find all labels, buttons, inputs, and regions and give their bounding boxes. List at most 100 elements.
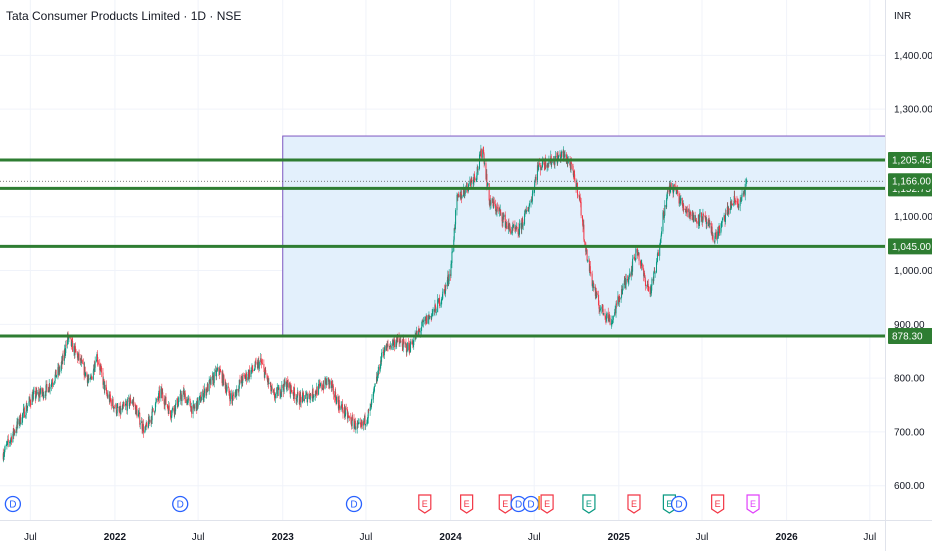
candle-body bbox=[163, 398, 165, 405]
time-axis[interactable]: Jul 2022 Jul 2023 Jul 2024 Jul 2025 Jul 2026 Jul bbox=[0, 520, 885, 551]
candle-body bbox=[251, 365, 253, 371]
candle-body bbox=[524, 213, 526, 225]
candle-body bbox=[644, 273, 646, 276]
price-axis[interactable]: 1,400.00 1,300.00 1,100.00 1,000.00 900.00 80… bbox=[885, 0, 932, 520]
candle-body bbox=[580, 202, 582, 216]
candle-body bbox=[648, 287, 650, 289]
candle-body bbox=[714, 236, 716, 243]
last-price-badge-text: 1,166.00 bbox=[892, 177, 931, 188]
candle-body bbox=[180, 393, 182, 399]
candle-body bbox=[444, 285, 446, 294]
dividend-marker[interactable]: D bbox=[345, 495, 363, 513]
currency-label[interactable]: INR bbox=[894, 11, 912, 22]
candle-body bbox=[561, 151, 563, 153]
candle-body bbox=[255, 361, 257, 363]
earnings-marker[interactable]: E bbox=[746, 494, 760, 514]
candle-body bbox=[643, 268, 645, 277]
candle-body bbox=[593, 286, 595, 289]
dividend-marker[interactable]: D bbox=[670, 495, 688, 513]
candle-body bbox=[483, 149, 485, 154]
candle-body bbox=[5, 444, 7, 446]
candle-body bbox=[731, 203, 733, 205]
levels-layer bbox=[0, 158, 885, 338]
candle-body bbox=[528, 208, 530, 212]
candle-body bbox=[154, 411, 156, 413]
earnings-marker[interactable]: E bbox=[582, 494, 596, 514]
candle-body bbox=[238, 384, 240, 392]
candle-body bbox=[234, 392, 236, 398]
candle-body bbox=[563, 150, 565, 157]
earnings-marker[interactable]: E bbox=[498, 494, 512, 514]
candle-body bbox=[659, 243, 661, 245]
candle-body bbox=[464, 193, 466, 195]
candle-body bbox=[49, 384, 51, 389]
candle-body bbox=[52, 383, 54, 385]
candle-body bbox=[702, 213, 704, 222]
candle-body bbox=[628, 273, 630, 277]
candle-body bbox=[628, 276, 630, 280]
candle-body bbox=[165, 396, 167, 405]
candle-body bbox=[323, 385, 325, 389]
candle-body bbox=[667, 190, 669, 192]
candle-body bbox=[80, 359, 82, 363]
dividend-marker[interactable]: D bbox=[522, 495, 540, 513]
earnings-marker[interactable]: E bbox=[538, 494, 554, 514]
candle-body bbox=[374, 383, 376, 387]
svg-text:E: E bbox=[750, 499, 756, 509]
candle-body bbox=[718, 231, 720, 236]
earnings-marker[interactable]: E bbox=[460, 494, 474, 514]
candle-body bbox=[650, 285, 652, 294]
candle-body bbox=[223, 375, 225, 380]
candle-body bbox=[743, 191, 745, 194]
axis-corner bbox=[885, 520, 932, 551]
candle-body bbox=[102, 378, 104, 385]
candle-body bbox=[522, 224, 524, 226]
candle-body bbox=[746, 179, 748, 184]
candle-body bbox=[310, 393, 312, 396]
candle-body bbox=[447, 275, 449, 282]
candle-body bbox=[344, 407, 346, 416]
candle-body bbox=[210, 376, 212, 385]
candle-body bbox=[457, 194, 459, 196]
candle-body bbox=[39, 393, 41, 398]
svg-text:D: D bbox=[675, 500, 682, 511]
dividend-marker[interactable]: D bbox=[4, 495, 22, 513]
candle-body bbox=[616, 303, 618, 305]
candle-body bbox=[252, 370, 254, 372]
candle-body bbox=[525, 210, 527, 213]
candle-body bbox=[25, 414, 27, 418]
candle-body bbox=[115, 404, 117, 414]
earnings-marker[interactable]: E bbox=[711, 494, 725, 514]
candle-body bbox=[59, 369, 61, 372]
candle-body bbox=[168, 405, 170, 411]
candle-body bbox=[558, 155, 560, 159]
candle-body bbox=[250, 370, 252, 372]
candle-body bbox=[583, 239, 585, 243]
dividend-marker[interactable]: D bbox=[172, 495, 189, 513]
candle-body bbox=[264, 372, 266, 378]
candle-body bbox=[639, 260, 641, 264]
candle-body bbox=[352, 417, 354, 419]
candle-body bbox=[64, 353, 66, 355]
candle-body bbox=[314, 390, 316, 397]
candle-body bbox=[405, 343, 407, 345]
earnings-marker[interactable]: E bbox=[418, 494, 432, 514]
candle-body bbox=[606, 312, 608, 318]
candle-body bbox=[257, 361, 259, 369]
candle-body bbox=[599, 308, 601, 310]
candle-body bbox=[429, 316, 431, 318]
candle-body bbox=[431, 314, 433, 319]
candle-body bbox=[560, 152, 562, 157]
candle-body bbox=[676, 191, 678, 194]
candle-body bbox=[266, 374, 268, 379]
price-tick-label: 1,000.00 bbox=[894, 266, 932, 277]
candle-body bbox=[297, 392, 299, 394]
candle-body bbox=[231, 393, 233, 400]
candle-body bbox=[117, 406, 119, 408]
candle-body bbox=[149, 419, 151, 423]
svg-text:E: E bbox=[502, 499, 508, 509]
earnings-marker[interactable]: E bbox=[627, 494, 641, 514]
candle-body bbox=[39, 388, 41, 394]
